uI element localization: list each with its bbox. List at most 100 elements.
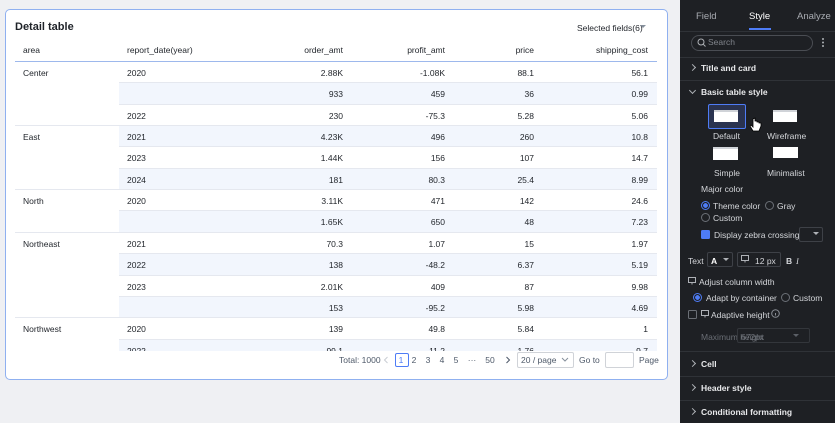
next-page[interactable] bbox=[505, 356, 511, 364]
column-header: order_amt bbox=[304, 45, 343, 55]
cell: 650 bbox=[430, 217, 445, 228]
style-preview[interactable] bbox=[773, 147, 798, 158]
cell: 5.84 bbox=[517, 324, 534, 335]
search-icon bbox=[697, 38, 706, 47]
cell: 4.69 bbox=[631, 302, 648, 313]
cell: 459 bbox=[430, 89, 445, 100]
cell: 36 bbox=[524, 89, 534, 100]
tab[interactable]: Field bbox=[696, 11, 717, 22]
section-title[interactable]: Cell bbox=[701, 359, 717, 369]
size-icon bbox=[741, 255, 749, 263]
tab-active[interactable]: Style bbox=[749, 11, 771, 22]
current-page[interactable]: 1 bbox=[398, 355, 404, 365]
row-line bbox=[119, 146, 657, 148]
more-icon[interactable] bbox=[821, 37, 825, 48]
dropdown-icon bbox=[640, 25, 646, 28]
checkbox[interactable] bbox=[701, 230, 710, 239]
page-number[interactable]: 5 bbox=[453, 355, 459, 365]
cell: Northeast bbox=[23, 238, 60, 249]
page-size-select[interactable] bbox=[517, 352, 574, 368]
zebra-row bbox=[119, 168, 657, 191]
max-height-value: 672px bbox=[741, 332, 765, 342]
tab[interactable]: Analyze bbox=[797, 11, 831, 22]
page-number[interactable]: 2 bbox=[411, 355, 417, 365]
cell: 153 bbox=[328, 302, 343, 313]
radio[interactable] bbox=[693, 293, 702, 302]
size-value: 12 px bbox=[755, 256, 776, 266]
expand-icon bbox=[688, 63, 697, 72]
style-preview bbox=[714, 110, 738, 122]
goto-input[interactable] bbox=[605, 352, 634, 368]
page-number[interactable]: ··· bbox=[467, 355, 477, 365]
zebra-row bbox=[119, 254, 657, 276]
page-number[interactable]: 50 bbox=[485, 355, 495, 365]
radio-label: Gray bbox=[777, 201, 796, 211]
cell: 496 bbox=[430, 132, 445, 143]
cell: 409 bbox=[430, 281, 445, 292]
cell: 49.8 bbox=[428, 324, 445, 335]
cell: 80.3 bbox=[428, 174, 445, 185]
row-line bbox=[119, 82, 657, 84]
cell: 1.65K bbox=[320, 217, 343, 228]
style-preview[interactable] bbox=[713, 147, 738, 160]
divider bbox=[680, 376, 835, 377]
cell: 1 bbox=[643, 324, 648, 335]
cursor bbox=[750, 117, 762, 132]
prev-page[interactable] bbox=[383, 356, 389, 364]
cell: 2021 bbox=[127, 132, 146, 143]
width-icon bbox=[688, 277, 696, 285]
selected-fields[interactable]: Selected fields(6) bbox=[577, 23, 643, 33]
cell: 48 bbox=[524, 217, 534, 228]
bold-button[interactable]: B bbox=[786, 256, 793, 266]
column-header: shipping_cost bbox=[596, 45, 648, 55]
column-header: price bbox=[515, 45, 534, 55]
cell: 2022 bbox=[127, 260, 146, 271]
radio[interactable] bbox=[765, 201, 774, 210]
cell: Center bbox=[23, 68, 49, 78]
radio-label: Theme color bbox=[713, 201, 761, 211]
radio[interactable] bbox=[701, 213, 710, 222]
select-arrow bbox=[813, 232, 819, 235]
cell: 99.1 bbox=[326, 345, 343, 351]
checkbox-label: Adaptive height bbox=[711, 310, 770, 320]
cell: -48.2 bbox=[425, 260, 445, 271]
checkbox-label: Display zebra crossing bbox=[714, 230, 800, 240]
size-input[interactable] bbox=[737, 252, 781, 267]
cell: 1.44K bbox=[320, 153, 343, 164]
font-select[interactable] bbox=[707, 252, 733, 267]
cell: 933 bbox=[328, 89, 343, 100]
page-size: 20 / page bbox=[521, 355, 557, 365]
row-line bbox=[119, 295, 657, 297]
style-preview[interactable] bbox=[773, 110, 797, 122]
section-title[interactable]: Conditional formatting bbox=[701, 407, 793, 417]
divider bbox=[680, 400, 835, 401]
column-header: area bbox=[23, 45, 41, 55]
radio[interactable] bbox=[781, 293, 790, 302]
cell: 88.1 bbox=[517, 68, 534, 78]
radio-label: Custom bbox=[713, 213, 743, 223]
cell: -1.08K bbox=[419, 68, 445, 78]
search-box[interactable] bbox=[691, 35, 813, 51]
color-picker[interactable] bbox=[799, 227, 823, 242]
page-number[interactable]: 3 bbox=[425, 355, 431, 365]
style-panel: Field Style Analyze Search Title and car… bbox=[680, 0, 835, 423]
current-page-box[interactable] bbox=[395, 353, 409, 367]
section-title[interactable]: Title and card bbox=[701, 63, 757, 73]
cell: 5.06 bbox=[631, 110, 648, 121]
row-line bbox=[119, 274, 657, 276]
radio[interactable] bbox=[701, 201, 710, 210]
italic-button[interactable]: I bbox=[796, 256, 799, 266]
search-placeholder: Search bbox=[708, 37, 735, 47]
cell: 70.3 bbox=[326, 238, 343, 249]
zebra-row bbox=[119, 296, 657, 319]
column-header: report_date(year) bbox=[127, 45, 193, 55]
checkbox[interactable] bbox=[688, 310, 697, 319]
divider bbox=[680, 351, 835, 352]
section-title[interactable]: Basic table style bbox=[701, 87, 768, 97]
cell: 230 bbox=[328, 110, 343, 121]
page-number[interactable]: 4 bbox=[439, 355, 445, 365]
cell: 142 bbox=[519, 196, 534, 207]
cell: 139 bbox=[328, 324, 343, 335]
section-title[interactable]: Header style bbox=[701, 383, 752, 393]
expand-icon bbox=[688, 407, 697, 416]
